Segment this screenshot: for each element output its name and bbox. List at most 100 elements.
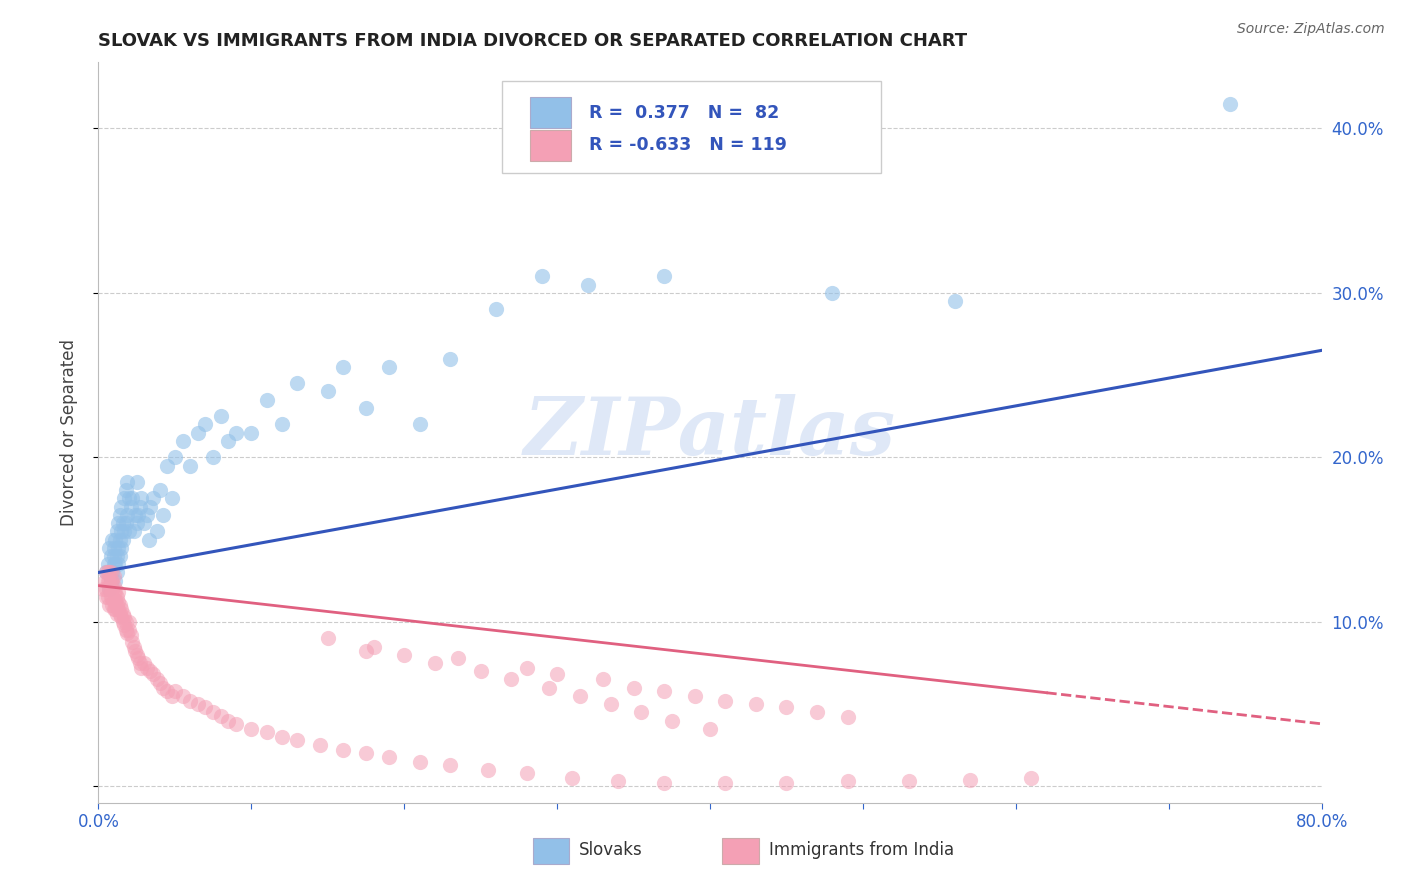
Point <box>256 392 278 407</box>
Point <box>97 558 120 572</box>
Point <box>122 640 145 654</box>
Point <box>447 651 470 665</box>
Point <box>104 585 127 599</box>
Point <box>100 566 122 580</box>
Point <box>105 549 128 563</box>
FancyBboxPatch shape <box>723 838 759 864</box>
Point <box>129 661 152 675</box>
Point <box>111 615 134 629</box>
Point <box>285 733 308 747</box>
Point <box>745 697 768 711</box>
Point <box>378 359 401 374</box>
Point <box>485 302 508 317</box>
Point <box>546 667 568 681</box>
Point <box>309 738 332 752</box>
Point <box>108 599 131 613</box>
Point <box>107 585 129 599</box>
Point <box>128 656 150 670</box>
Point <box>100 574 122 588</box>
Point <box>98 541 121 555</box>
Text: SLOVAK VS IMMIGRANTS FROM INDIA DIVORCED OR SEPARATED CORRELATION CHART: SLOVAK VS IMMIGRANTS FROM INDIA DIVORCED… <box>98 32 967 50</box>
Point <box>172 434 194 448</box>
Point <box>142 667 165 681</box>
Point <box>354 747 377 761</box>
Point <box>363 640 385 654</box>
Text: ZIPatlas: ZIPatlas <box>524 394 896 471</box>
Point <box>128 500 150 514</box>
Point <box>121 491 143 506</box>
Point <box>561 771 583 785</box>
Point <box>187 697 209 711</box>
Point <box>217 714 239 728</box>
Point <box>179 694 201 708</box>
Point <box>98 599 121 613</box>
Point <box>107 558 129 572</box>
Point <box>163 450 186 465</box>
Point <box>187 425 209 440</box>
Point <box>134 656 156 670</box>
Point <box>104 601 127 615</box>
Point <box>652 684 675 698</box>
Point <box>623 681 645 695</box>
Point <box>775 700 797 714</box>
Point <box>145 524 167 539</box>
Point <box>408 755 430 769</box>
Point <box>115 483 138 498</box>
Point <box>97 590 120 604</box>
Point <box>108 533 131 547</box>
Point <box>806 706 828 720</box>
Y-axis label: Divorced or Separated: Divorced or Separated <box>59 339 77 526</box>
Point <box>501 673 523 687</box>
Point <box>101 533 124 547</box>
Point <box>160 491 183 506</box>
Point <box>103 601 125 615</box>
Point <box>256 725 278 739</box>
Point <box>959 772 981 787</box>
Point <box>392 648 416 662</box>
Point <box>107 541 129 555</box>
Point <box>107 601 129 615</box>
Point <box>172 689 194 703</box>
Point <box>105 599 128 613</box>
Point <box>592 673 614 687</box>
Point <box>516 766 538 780</box>
Point <box>103 585 125 599</box>
Point <box>97 566 120 580</box>
Point <box>117 508 139 522</box>
Point <box>569 689 592 703</box>
Point <box>110 524 132 539</box>
Point <box>217 434 239 448</box>
Point <box>599 697 621 711</box>
Point <box>470 664 492 678</box>
Point <box>270 417 292 432</box>
Point <box>652 269 675 284</box>
Point <box>107 516 129 530</box>
Point <box>897 774 920 789</box>
Point <box>423 656 446 670</box>
Point <box>149 483 172 498</box>
Point <box>775 776 797 790</box>
Point <box>240 722 263 736</box>
Point <box>108 549 131 563</box>
Point <box>111 516 134 530</box>
Point <box>714 776 737 790</box>
Point <box>354 644 377 658</box>
Point <box>117 626 139 640</box>
Point <box>103 568 125 582</box>
Point <box>179 458 201 473</box>
Point <box>607 774 630 789</box>
Point <box>93 574 115 588</box>
Point <box>111 533 134 547</box>
Point <box>104 558 127 572</box>
Point <box>125 648 148 662</box>
Point <box>97 574 120 588</box>
Point <box>101 582 124 596</box>
Point <box>91 582 114 596</box>
Point <box>98 582 121 596</box>
Point <box>652 776 675 790</box>
Point <box>149 675 172 690</box>
Point <box>115 623 138 637</box>
Text: Source: ZipAtlas.com: Source: ZipAtlas.com <box>1237 22 1385 37</box>
Point <box>94 566 117 580</box>
Point <box>105 607 128 621</box>
